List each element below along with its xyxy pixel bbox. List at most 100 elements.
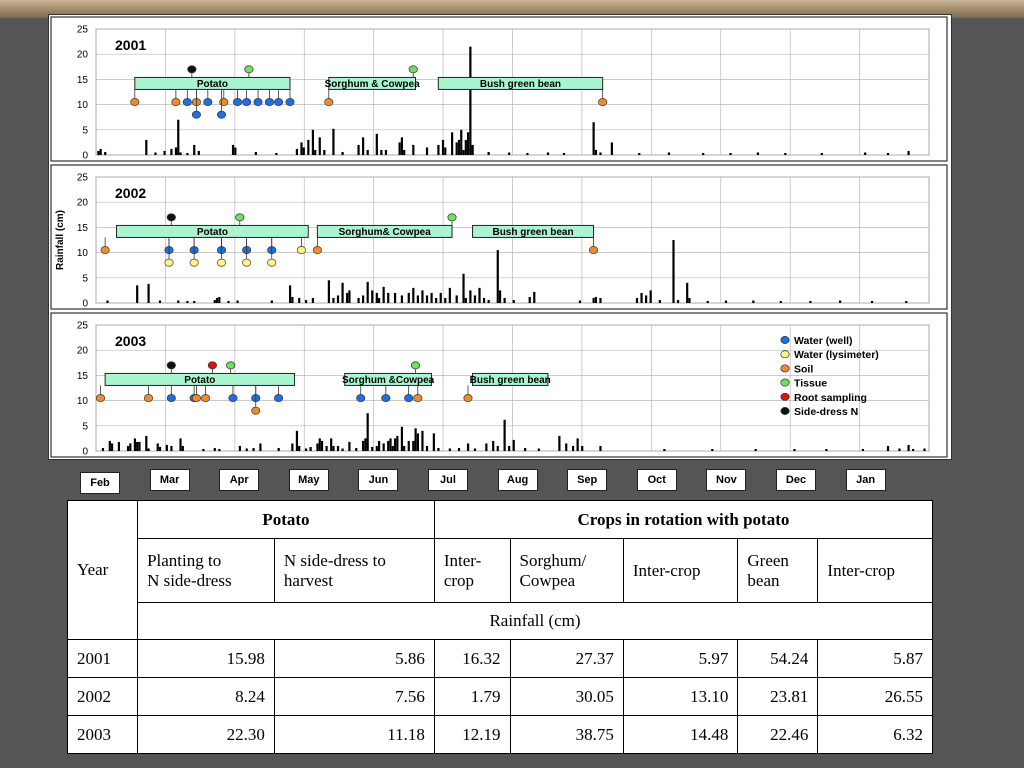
column-header: Green bean — [737, 538, 819, 603]
rain-bar — [464, 297, 467, 303]
legend-label: Water (lysimeter) — [794, 349, 879, 361]
rain-bar — [362, 295, 365, 303]
sampling-marker-soil — [171, 98, 181, 107]
rainfall-value: 12.19 — [433, 715, 511, 754]
sampling-marker-water-lysimeter — [216, 258, 227, 267]
sampling-marker-soil — [413, 394, 423, 403]
rain-bar — [581, 445, 584, 451]
rainfall-value: 27.37 — [509, 639, 624, 678]
rainfall-value: 54.24 — [737, 639, 819, 678]
rain-bar — [254, 151, 257, 155]
rain-bar — [323, 149, 326, 155]
sampling-marker-water-well — [285, 98, 295, 107]
rain-bar — [252, 447, 255, 451]
rain-bar — [330, 438, 333, 451]
rain-bar — [218, 296, 221, 303]
legend-marker — [780, 407, 790, 415]
sampling-marker-soil — [191, 394, 201, 403]
rain-bar — [663, 448, 666, 451]
rain-bar — [658, 299, 661, 303]
rain-bar — [234, 147, 237, 155]
rain-bar — [186, 152, 189, 155]
rain-bar — [400, 295, 404, 303]
rain-bar — [375, 133, 378, 155]
rain-bar — [451, 132, 454, 155]
rain-bar — [318, 438, 321, 451]
rain-bar — [355, 447, 358, 451]
rain-bar — [562, 152, 566, 155]
table-row: 2003 22.30 11.18 12.19 38.75 14.48 22.46 6.32 — [66, 715, 933, 754]
y-tick-label: 10 — [77, 248, 89, 259]
sampling-marker-soil — [324, 98, 334, 107]
background-banner — [0, 0, 1024, 18]
rainfall-value: 5.87 — [817, 639, 933, 678]
sampling-marker-water-well — [253, 98, 263, 107]
crop-bar — [328, 76, 417, 90]
rain-bar — [886, 152, 890, 155]
rain-bar — [430, 292, 433, 303]
y-tick-label: 5 — [82, 125, 88, 136]
rain-bar — [170, 445, 173, 451]
rainfall-value: 26.55 — [817, 677, 933, 716]
rain-bar — [213, 447, 216, 451]
rain-bar — [179, 152, 182, 155]
sampling-marker-water-lysimeter — [242, 258, 252, 267]
rain-bar — [177, 119, 180, 155]
rain-bar — [197, 150, 200, 155]
rain-bar — [136, 285, 139, 303]
sampling-marker-water-well — [216, 110, 227, 119]
chart-title: 2001 — [115, 37, 146, 53]
rain-bar — [259, 443, 262, 451]
crop-bar — [316, 224, 453, 238]
rainfall-value: 22.30 — [137, 715, 275, 754]
sampling-marker-tissue — [235, 213, 245, 222]
rain-bar — [320, 440, 324, 451]
rain-bar — [332, 445, 335, 451]
rain-bar — [508, 445, 511, 451]
rain-bar — [387, 292, 390, 303]
year-header: Year — [66, 500, 139, 640]
sampling-marker-water-well — [274, 98, 284, 107]
sampling-marker-water-lysimeter — [267, 258, 277, 267]
rainfall-value: 22.46 — [737, 715, 819, 754]
rain-bar — [729, 152, 732, 155]
rain-bar — [275, 152, 278, 155]
rain-bar — [393, 292, 397, 303]
rain-bar — [336, 295, 340, 303]
rain-bar — [165, 444, 168, 451]
rain-bar — [508, 152, 511, 155]
y-tick-label: 0 — [82, 447, 88, 458]
rain-bar — [485, 443, 488, 451]
rain-bar — [667, 152, 671, 155]
rain-bar — [672, 240, 675, 303]
rain-bar — [469, 290, 472, 303]
y-tick-label: 25 — [77, 25, 89, 36]
rain-bar — [820, 152, 823, 155]
sampling-marker-soil — [463, 394, 473, 403]
rain-bar — [227, 300, 230, 303]
rain-bar — [366, 281, 369, 303]
rain-bar — [371, 446, 374, 451]
rain-bar — [645, 295, 648, 303]
rain-bar — [558, 435, 561, 451]
legend-marker — [780, 378, 790, 387]
rain-bar — [158, 446, 162, 451]
rain-bar — [425, 295, 429, 303]
rain-bar — [400, 137, 404, 155]
rain-bar — [676, 299, 680, 303]
rain-bar — [341, 282, 344, 303]
rain-bar — [448, 448, 451, 451]
month-label: Mar — [149, 469, 190, 491]
rain-bar — [752, 300, 755, 303]
sampling-marker-tissue — [244, 65, 254, 74]
month-label: Sep — [567, 469, 608, 491]
rain-bar — [110, 443, 114, 451]
rain-bar — [457, 447, 461, 451]
month-label: Aug — [497, 469, 538, 491]
rain-bar — [163, 150, 166, 155]
rain-bar — [610, 142, 613, 155]
y-tick-label: 15 — [77, 75, 89, 86]
rain-bar — [809, 300, 812, 303]
rain-bar — [416, 433, 419, 451]
rain-bar — [464, 139, 467, 155]
